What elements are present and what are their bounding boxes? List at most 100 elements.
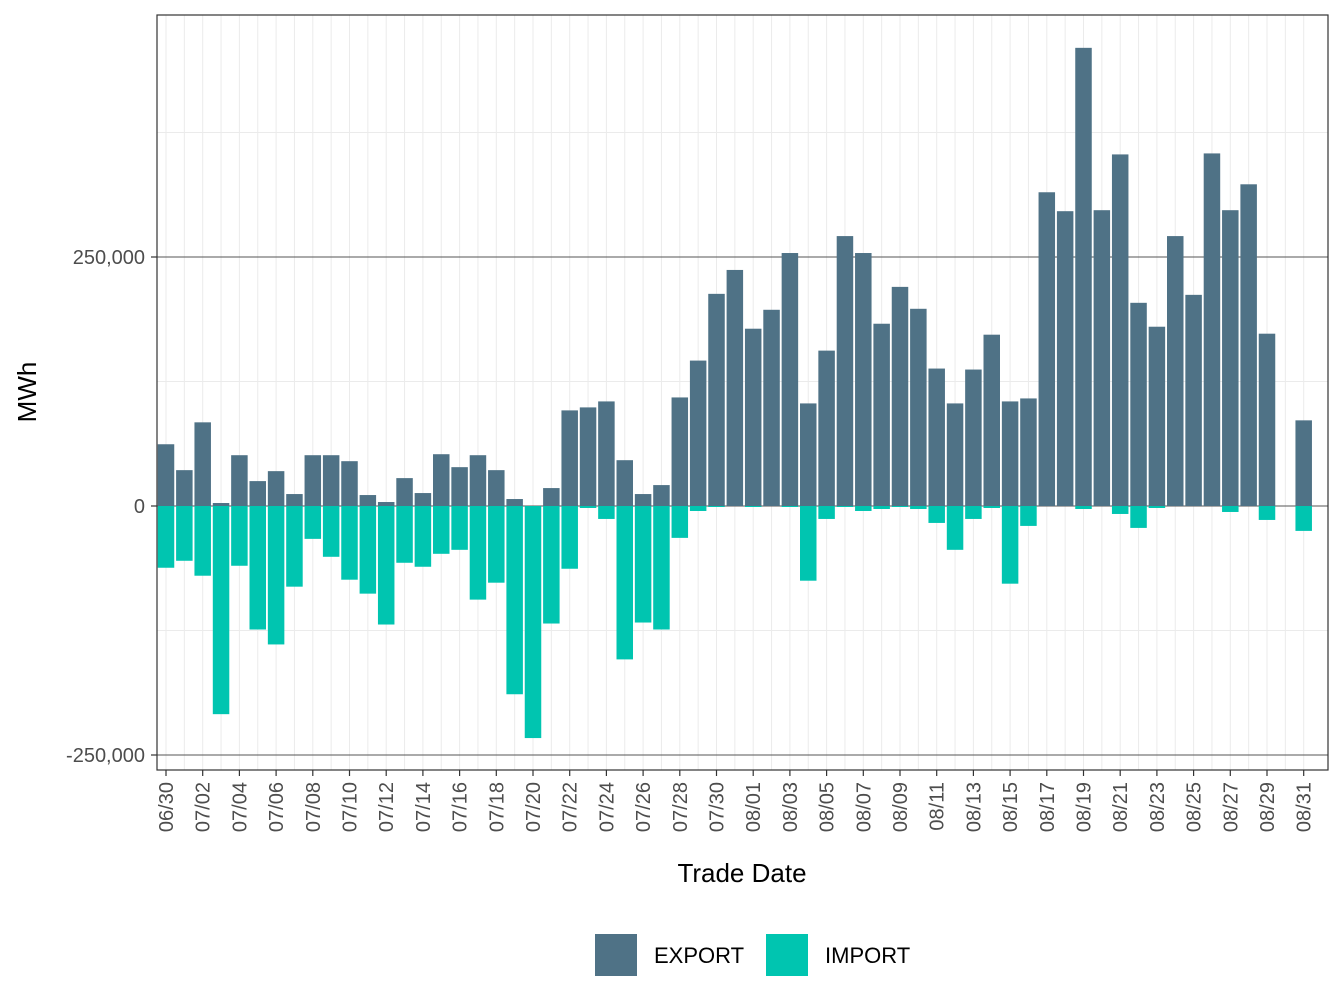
legend: EXPORT IMPORT — [595, 934, 910, 976]
bar-import — [1148, 506, 1166, 508]
bar-import — [873, 506, 890, 509]
x-tick-label: 08/25 — [1184, 782, 1206, 832]
bar-import — [304, 506, 322, 539]
bar-import — [1111, 506, 1129, 514]
bar-import — [983, 506, 1000, 508]
bar-export — [1167, 236, 1184, 507]
bar-export — [194, 422, 211, 506]
x-axis: 06/30 07/02 07/04 07/06 07/08 07/10 07/12 07/14… — [156, 770, 1316, 832]
bar-import — [891, 506, 909, 507]
bar-export — [341, 461, 358, 506]
bar-import — [1258, 506, 1276, 520]
bar-export — [451, 467, 468, 506]
x-tick-label: 07/22 — [560, 782, 582, 832]
bar-export — [469, 455, 487, 506]
bar-export — [946, 403, 964, 506]
bar-export — [157, 444, 175, 506]
bar-export — [1130, 302, 1147, 506]
x-tick-label: 07/08 — [303, 782, 325, 832]
x-tick-label: 07/12 — [376, 782, 398, 832]
bar-export — [414, 493, 432, 506]
bar-export — [836, 236, 854, 507]
bar-import — [194, 506, 211, 576]
x-tick-label: 08/01 — [743, 782, 765, 832]
x-tick-label: 08/27 — [1220, 782, 1242, 832]
bar-export — [928, 368, 945, 506]
bar-export — [1075, 47, 1092, 507]
bar-import — [359, 506, 377, 594]
bar-import — [341, 506, 358, 580]
bar-import — [634, 506, 652, 623]
y-axis: -250,000 0 250,000 — [66, 247, 157, 767]
bar-export — [1185, 294, 1202, 506]
bar-export — [249, 481, 266, 506]
bar-import — [1001, 506, 1019, 584]
bar-import — [396, 506, 413, 563]
x-tick-label: 07/14 — [413, 782, 435, 832]
bar-import — [433, 506, 450, 554]
legend-swatch-import — [766, 934, 808, 976]
x-tick-label: 07/10 — [340, 782, 362, 832]
y-axis-title: MWh — [12, 362, 42, 423]
legend-swatch-export — [595, 934, 637, 976]
bar-export — [634, 494, 652, 506]
legend-label-import: IMPORT — [825, 943, 910, 968]
bar-export — [653, 485, 670, 506]
bar-import — [506, 506, 523, 695]
bar-export — [212, 503, 230, 506]
y-tick-label: 0 — [134, 496, 145, 518]
bar-import — [781, 506, 799, 507]
bar-export — [689, 360, 707, 506]
bar-export — [488, 470, 505, 506]
bar-import — [414, 506, 432, 567]
bar-export — [910, 308, 927, 506]
bar-export — [231, 455, 248, 506]
bar-import — [1020, 506, 1037, 526]
bar-import — [818, 506, 835, 519]
bar-export — [267, 471, 285, 506]
bar-export — [433, 454, 450, 506]
x-tick-label: 07/18 — [486, 782, 508, 832]
x-tick-label: 08/31 — [1294, 782, 1316, 832]
bar-export — [396, 478, 413, 506]
bar-import — [157, 506, 175, 568]
y-tick-label: 250,000 — [73, 247, 145, 269]
bar-export — [1295, 420, 1312, 506]
bar-export — [965, 369, 982, 506]
bar-import — [488, 506, 505, 583]
bar-export — [671, 397, 689, 506]
bar-import — [212, 506, 230, 715]
bar-import — [176, 506, 193, 561]
bars — [157, 47, 1312, 739]
bar-export — [818, 350, 835, 506]
bar-export — [763, 309, 780, 506]
bar-import — [1130, 506, 1147, 528]
bar-export — [286, 494, 303, 506]
bar-import — [524, 506, 542, 739]
bar-export — [726, 269, 744, 506]
bar-export — [359, 495, 377, 506]
bar-import — [543, 506, 560, 624]
x-tick-label: 08/21 — [1110, 782, 1132, 832]
bar-export — [322, 455, 340, 506]
bar-import — [689, 506, 707, 511]
x-tick-label: 08/13 — [963, 782, 985, 832]
bar-import — [946, 506, 964, 550]
bar-import — [910, 506, 927, 509]
bar-export — [543, 488, 560, 506]
bar-import — [377, 506, 395, 625]
x-tick-label: 08/03 — [780, 782, 802, 832]
panel-border — [156, 14, 1329, 771]
bar-export — [1056, 211, 1074, 506]
x-tick-label: 07/26 — [633, 782, 655, 832]
x-tick-label: 06/30 — [156, 782, 178, 832]
bar-import — [965, 506, 982, 519]
bar-export — [1111, 154, 1129, 507]
bar-export — [1258, 333, 1276, 506]
bar-import — [1075, 506, 1092, 509]
bar-import — [671, 506, 689, 538]
x-tick-label: 08/19 — [1074, 782, 1096, 832]
x-tick-label: 07/28 — [670, 782, 692, 832]
bar-import — [744, 506, 762, 507]
